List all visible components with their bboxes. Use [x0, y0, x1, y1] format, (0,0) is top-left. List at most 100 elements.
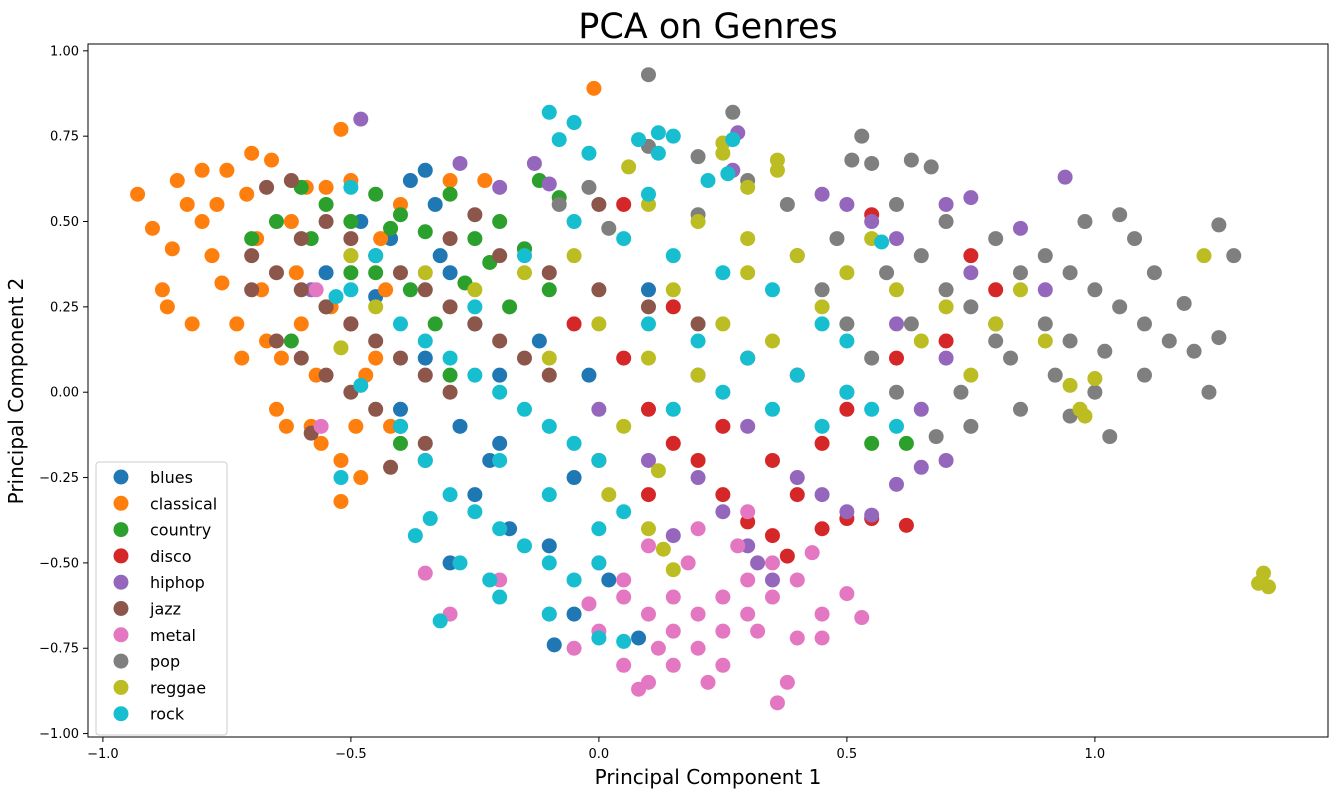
data-point-reggae — [690, 214, 706, 230]
data-point-reggae — [601, 487, 617, 503]
data-point-classical — [204, 248, 220, 264]
data-point-jazz — [293, 350, 309, 366]
data-point-blues — [640, 282, 656, 298]
data-point-disco — [898, 517, 914, 533]
data-point-reggae — [640, 350, 656, 366]
data-point-rock — [492, 521, 508, 537]
data-point-pop — [1047, 367, 1063, 383]
data-point-pop — [1037, 248, 1053, 264]
data-point-jazz — [690, 316, 706, 332]
data-point-disco — [814, 435, 830, 451]
data-point-hiphop — [913, 401, 929, 417]
data-point-reggae — [1260, 579, 1276, 595]
data-point-rock — [551, 132, 567, 148]
data-point-reggae — [839, 265, 855, 281]
data-point-disco — [690, 452, 706, 468]
data-point-blues — [581, 367, 597, 383]
data-point-rock — [700, 173, 716, 189]
legend-label-rock: rock — [150, 705, 185, 724]
data-point-pop — [601, 220, 617, 236]
data-point-pop — [1077, 214, 1093, 230]
data-point-metal — [750, 623, 766, 639]
data-point-pop — [888, 196, 904, 212]
data-point-blues — [566, 470, 582, 486]
data-point-metal — [700, 674, 716, 690]
data-point-country — [283, 333, 299, 349]
data-point-jazz — [541, 265, 557, 281]
data-point-country — [898, 435, 914, 451]
data-point-rock — [616, 231, 632, 247]
y-tick-label: −0.50 — [39, 556, 79, 571]
data-point-hiphop — [938, 350, 954, 366]
y-tick-label: 0.00 — [50, 386, 79, 401]
data-point-pop — [1012, 265, 1028, 281]
data-point-reggae — [740, 231, 756, 247]
data-point-reggae — [591, 316, 607, 332]
data-point-metal — [715, 657, 731, 673]
data-point-pop — [928, 429, 944, 445]
data-point-classical — [586, 80, 602, 96]
data-point-metal — [814, 630, 830, 646]
data-point-metal — [308, 282, 324, 298]
data-point-classical — [209, 196, 225, 212]
data-point-rock — [482, 572, 498, 588]
data-point-metal — [740, 504, 756, 520]
legend-frame — [95, 461, 228, 736]
data-point-hiphop — [690, 470, 706, 486]
data-point-rock — [665, 128, 681, 144]
data-point-pop — [1003, 350, 1019, 366]
data-point-rock — [452, 555, 468, 571]
data-point-disco — [839, 401, 855, 417]
data-point-metal — [566, 640, 582, 656]
data-point-classical — [313, 435, 329, 451]
data-point-reggae — [814, 299, 830, 315]
data-point-classical — [368, 350, 384, 366]
legend-marker-classical — [113, 495, 129, 511]
data-point-rock — [650, 125, 666, 141]
legend-label-hiphop: hiphop — [150, 573, 205, 592]
data-point-metal — [715, 589, 731, 605]
data-point-disco — [988, 282, 1004, 298]
data-point-pop — [888, 384, 904, 400]
series-jazz — [244, 173, 706, 475]
points-layer — [130, 67, 1276, 711]
data-point-rock — [591, 555, 607, 571]
data-point-reggae — [913, 333, 929, 349]
y-tick-label: 0.25 — [50, 300, 79, 315]
data-point-blues — [566, 606, 582, 622]
data-point-rock — [616, 633, 632, 649]
data-point-rock — [715, 384, 731, 400]
data-point-jazz — [293, 231, 309, 247]
data-point-rock — [591, 452, 607, 468]
data-point-reggae — [650, 463, 666, 479]
data-point-disco — [814, 521, 830, 537]
data-point-metal — [690, 640, 706, 656]
data-point-country — [442, 186, 458, 202]
data-point-reggae — [1087, 371, 1103, 387]
data-point-pop — [1211, 217, 1227, 233]
data-point-jazz — [368, 401, 384, 417]
data-point-rock — [839, 333, 855, 349]
legend-marker-metal — [113, 627, 129, 643]
data-point-metal — [665, 657, 681, 673]
data-point-jazz — [467, 316, 483, 332]
data-point-rock — [566, 214, 582, 230]
plot-area: −1.0 −0.5 0.0 0.5 1.0 −1.00 −0.75 −0.50 −0.25 0.0… — [39, 43, 1329, 762]
data-point-disco — [764, 452, 780, 468]
data-point-country — [244, 231, 260, 247]
data-point-pop — [923, 159, 939, 175]
data-point-jazz — [343, 231, 359, 247]
data-point-disco — [566, 316, 582, 332]
data-point-jazz — [492, 248, 508, 264]
plot-frame — [87, 43, 1329, 738]
data-point-disco — [779, 548, 795, 564]
data-point-pop — [1176, 295, 1192, 311]
data-point-metal — [764, 589, 780, 605]
data-point-metal — [730, 538, 746, 554]
data-point-classical — [234, 350, 250, 366]
legend-marker-reggae — [113, 679, 129, 695]
data-point-hiphop — [864, 214, 880, 230]
data-point-pop — [903, 316, 919, 332]
data-point-pop — [1112, 207, 1128, 223]
